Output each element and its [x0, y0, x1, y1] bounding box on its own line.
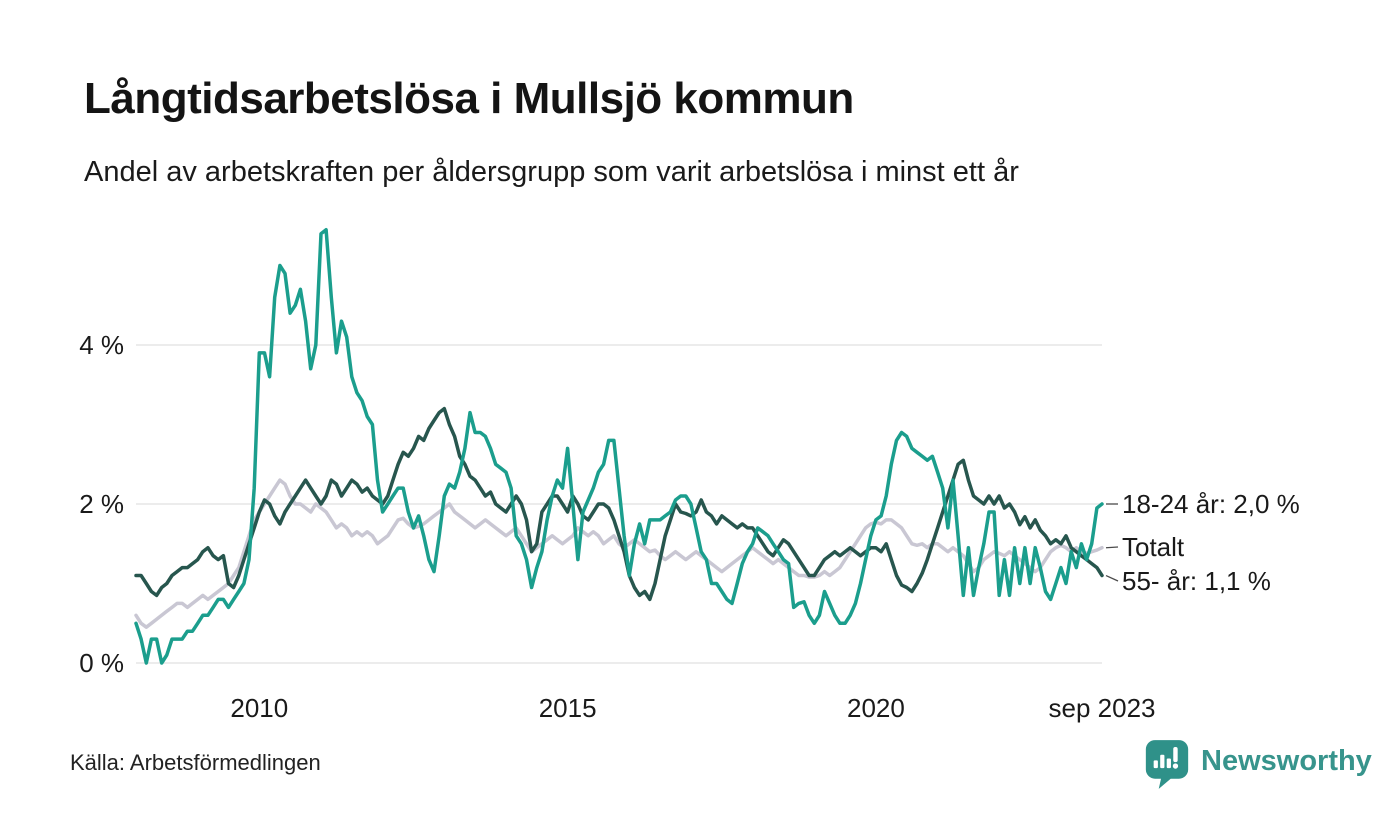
newsworthy-logo-icon	[1145, 740, 1189, 789]
y-tick-label: 0 %	[79, 648, 124, 678]
series-line-55-r	[134, 406, 1104, 602]
series-end-label-18-24: 18-24 år: 2,0 %	[1122, 489, 1300, 519]
y-tick-label: 2 %	[79, 489, 124, 519]
x-tick-label: 2010	[230, 693, 288, 723]
chart-subtitle: Andel av arbetskraften per åldersgrupp s…	[84, 156, 1019, 188]
x-tick-label: 2020	[847, 693, 905, 723]
x-tick-label: 2015	[539, 693, 597, 723]
series-line-18-24-r	[134, 227, 1104, 665]
series-end-label-totalt: Totalt	[1122, 532, 1185, 562]
chart-title: Långtidsarbetslösa i Mullsjö kommun	[84, 74, 854, 123]
series-end-label-55: 55- år: 1,1 %	[1122, 566, 1271, 596]
label-connector	[1105, 546, 1119, 549]
x-tick-label: sep 2023	[1049, 693, 1156, 723]
newsworthy-logo-text: Newsworthy	[1201, 745, 1372, 777]
y-tick-label: 4 %	[79, 330, 124, 360]
source-note: Källa: Arbetsförmedlingen	[70, 750, 321, 775]
newsworthy-logo: Newsworthy	[1144, 738, 1372, 790]
series-line-totalt	[134, 478, 1104, 629]
label-connector	[1105, 574, 1119, 582]
